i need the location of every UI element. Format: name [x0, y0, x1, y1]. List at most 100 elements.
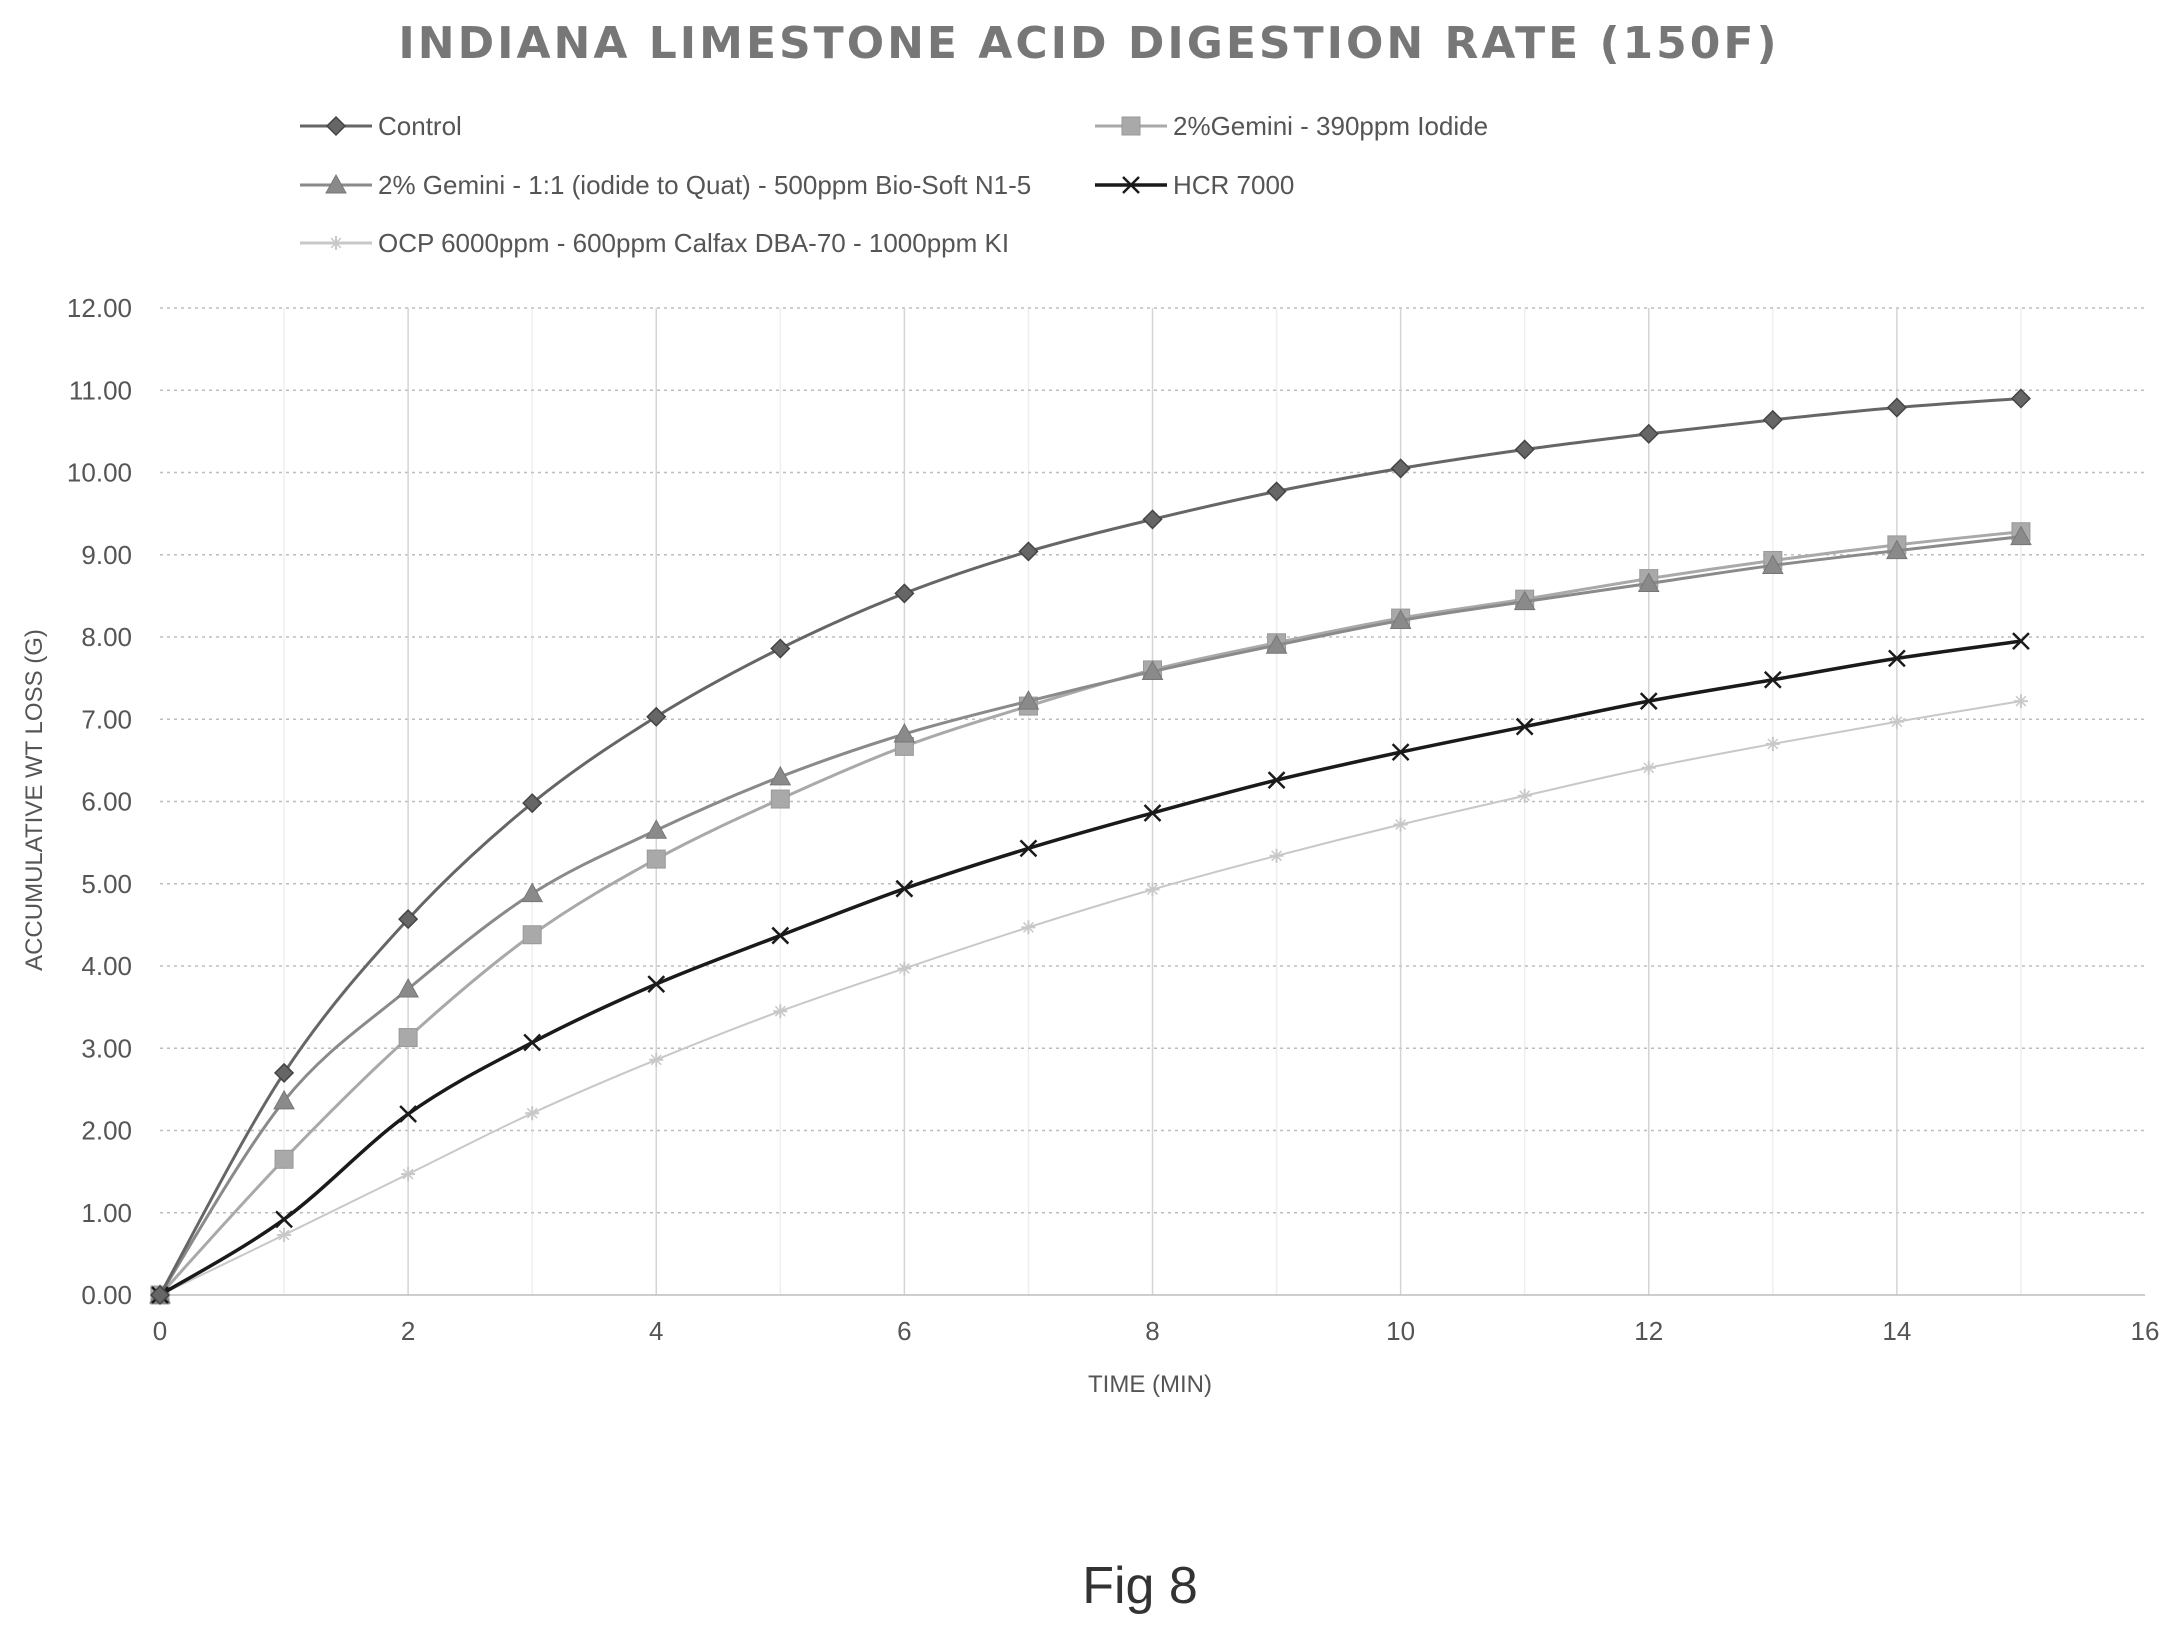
data-point: [773, 1004, 788, 1019]
x-tick-label: 8: [1145, 1316, 1159, 1346]
x-tick-label: 2: [401, 1316, 415, 1346]
chart-title: INDIANA LIMESTONE ACID DIGESTION RATE (1…: [398, 18, 1779, 69]
series-4: [153, 694, 2028, 1302]
y-tick-label: 12.00: [67, 293, 132, 323]
y-tick-label: 2.00: [81, 1116, 132, 1146]
legend-label: 2% Gemini - 1:1 (iodide to Quat) - 500pp…: [378, 170, 1031, 200]
data-point: [1017, 690, 1040, 710]
y-tick-label: 4.00: [81, 951, 132, 981]
series-2: [149, 525, 2032, 1304]
data-point: [1761, 554, 1784, 574]
data-point: [769, 765, 792, 786]
legend-item: 2% Gemini - 1:1 (iodide to Quat) - 500pp…: [300, 170, 1031, 200]
y-tick-label: 0.00: [81, 1280, 132, 1310]
data-point: [275, 1210, 293, 1229]
x-tick-label: 12: [1634, 1316, 1663, 1346]
series-layer: [149, 388, 2032, 1306]
data-point: [1886, 397, 1907, 418]
data-point: [149, 1284, 171, 1306]
data-point: [770, 789, 790, 809]
data-point: [2010, 525, 2032, 546]
series-1: [150, 522, 2031, 1305]
y-tick-label: 7.00: [81, 704, 132, 734]
series-line: [158, 530, 2022, 1297]
data-point: [2012, 632, 2030, 650]
legend-label: OCP 6000ppm - 600ppm Calfax DBA-70 - 100…: [378, 228, 1009, 258]
data-point: [1641, 760, 1656, 775]
legend-label: Control: [378, 111, 462, 141]
x-tick-label: 6: [897, 1316, 911, 1346]
data-point: [645, 819, 668, 839]
data-point: [1269, 848, 1284, 863]
data-point: [1390, 458, 1411, 479]
data-point: [1513, 590, 1536, 611]
y-tick-label: 9.00: [81, 540, 132, 570]
data-point: [273, 1089, 295, 1110]
y-tick-label: 1.00: [81, 1198, 132, 1228]
legend-marker: [1122, 176, 1140, 194]
legend-marker: [1121, 116, 1141, 136]
data-point: [646, 706, 667, 727]
data-point: [1393, 817, 1408, 832]
legend-marker: [329, 236, 343, 250]
data-point: [277, 1227, 292, 1242]
y-axis-label: ACCUMULATIVE WT LOSS (G): [21, 629, 48, 971]
legend-marker: [325, 173, 347, 194]
data-point: [771, 926, 790, 945]
data-point: [399, 1105, 418, 1123]
data-point: [522, 793, 543, 814]
data-point: [1765, 736, 1780, 751]
x-tick-label: 16: [2131, 1316, 2160, 1346]
data-point: [1266, 481, 1287, 502]
y-tick-label: 10.00: [67, 458, 132, 488]
data-point: [770, 638, 791, 659]
legend-marker: [325, 115, 347, 137]
series-line: [159, 700, 2022, 1296]
data-point: [2013, 694, 2028, 709]
y-tick-label: 3.00: [81, 1033, 132, 1063]
legend-item: OCP 6000ppm - 600ppm Calfax DBA-70 - 100…: [300, 228, 1009, 258]
data-point: [1141, 660, 1164, 681]
x-tick-label: 10: [1386, 1316, 1415, 1346]
data-point: [895, 879, 914, 898]
y-tick-label: 6.00: [81, 787, 132, 817]
data-point: [274, 1149, 294, 1169]
data-point: [1762, 409, 1783, 430]
x-axis-label: TIME (MIN): [1088, 1371, 1212, 1398]
data-point: [1763, 670, 1782, 689]
data-point: [1018, 541, 1039, 562]
data-point: [2010, 388, 2031, 409]
data-point: [397, 978, 419, 998]
data-point: [646, 849, 666, 869]
data-point: [1637, 572, 1660, 593]
data-point: [647, 975, 666, 993]
x-tick-label: 4: [649, 1316, 663, 1346]
data-point: [521, 882, 544, 903]
data-point: [398, 909, 419, 930]
data-point: [1389, 609, 1412, 630]
x-tick-label: 0: [153, 1316, 167, 1346]
legend-item: 2%Gemini - 390ppm Iodide: [1095, 111, 1488, 141]
data-point: [1638, 423, 1659, 444]
legend: Control 2%Gemini - 390ppm Iodide 2% Gemini…: [300, 111, 1488, 258]
series-0: [149, 388, 2031, 1306]
data-point: [1887, 649, 1906, 668]
data-point: [274, 1062, 295, 1083]
legend-item: Control: [300, 111, 462, 141]
legend-label: 2%Gemini - 390ppm Iodide: [1173, 111, 1488, 141]
y-tick-label: 11.00: [69, 375, 132, 405]
data-point: [523, 1033, 542, 1052]
data-point: [897, 961, 912, 976]
data-point: [522, 925, 542, 945]
data-point: [1517, 788, 1532, 803]
axes: 0.00 1.00 2.00 3.00 4.00 5.00 6.00 7.00 8.00 9.00…: [67, 293, 2160, 1346]
series-line: [158, 535, 2022, 1296]
data-point: [1142, 509, 1163, 530]
data-point: [401, 1167, 416, 1182]
data-point: [525, 1106, 540, 1121]
data-point: [1391, 743, 1410, 762]
x-tick-label: 14: [1882, 1316, 1911, 1346]
y-tick-label: 8.00: [81, 622, 132, 652]
data-point: [398, 1028, 418, 1048]
